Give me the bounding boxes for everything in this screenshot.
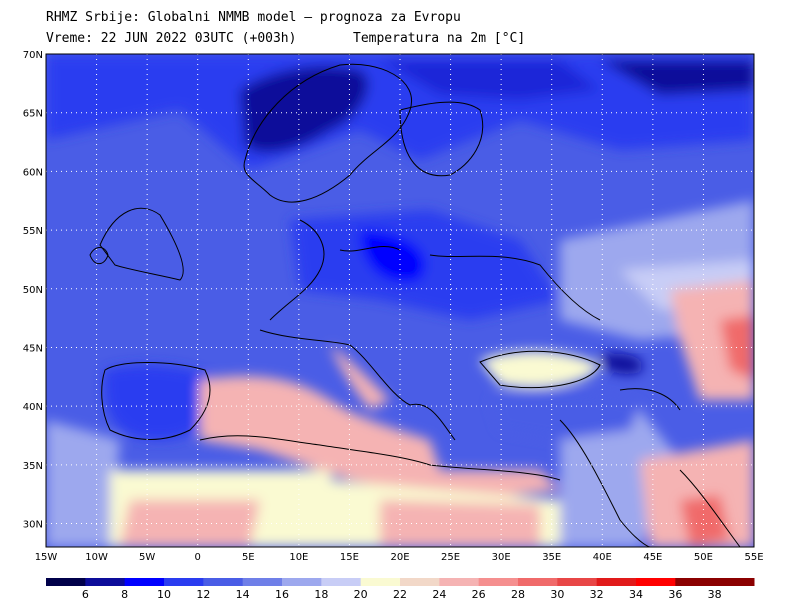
longitude-tick-label: 10W xyxy=(85,552,108,563)
colorbar-swatch xyxy=(124,578,165,586)
colorbar-label: 26 xyxy=(472,588,486,600)
colorbar-label: 28 xyxy=(511,588,525,600)
colorbar-label: 36 xyxy=(668,588,682,600)
colorbar-label: 38 xyxy=(708,588,722,600)
longitude-tick-label: 5E xyxy=(242,552,255,563)
colorbar-swatch xyxy=(714,578,755,586)
colorbar-swatch xyxy=(439,578,480,586)
colorbar-label: 16 xyxy=(275,588,289,600)
colorbar-swatch xyxy=(675,578,716,586)
latitude-tick-label: 30N xyxy=(23,520,43,531)
colorbar-label: 30 xyxy=(550,588,564,600)
colorbar-label: 34 xyxy=(629,588,643,600)
longitude-tick-label: 30E xyxy=(492,552,511,563)
temperature-field xyxy=(46,54,754,547)
colorbar-label: 10 xyxy=(157,588,171,600)
longitude-tick-label: 15W xyxy=(35,552,58,563)
longitude-tick-label: 45E xyxy=(643,552,662,563)
colorbar-label: 12 xyxy=(196,588,210,600)
latitude-tick-label: 45N xyxy=(23,343,43,354)
colorbar-label: 20 xyxy=(354,588,368,600)
field-label: Temperatura na 2m [°C] xyxy=(353,31,526,46)
longitude-tick-label: 10E xyxy=(289,552,308,563)
latitude-tick-label: 35N xyxy=(23,461,43,472)
colorbar: 6 8 10 12 14 16 18 20 22 24 26 28 30 32 34 36 38 xyxy=(46,578,755,600)
latitude-tick-label: 40N xyxy=(23,402,43,413)
colorbar-swatch xyxy=(242,578,283,586)
latitude-tick-label: 65N xyxy=(23,109,43,120)
latitude-labels: 70N 65N 60N 55N 50N 45N 40N 35N 30N xyxy=(23,50,43,531)
latitude-tick-label: 60N xyxy=(23,167,43,178)
colorbar-label: 6 xyxy=(82,588,89,600)
colorbar-swatch xyxy=(636,578,676,586)
colorbar-swatch xyxy=(478,578,519,586)
colorbar-swatch xyxy=(85,578,126,586)
colorbar-swatch xyxy=(518,578,558,586)
latitude-tick-label: 50N xyxy=(23,285,43,296)
latitude-tick-label: 70N xyxy=(23,50,43,61)
latitude-tick-label: 55N xyxy=(23,226,43,237)
colorbar-label: 14 xyxy=(236,588,250,600)
longitude-tick-label: 20E xyxy=(390,552,409,563)
colorbar-label: 22 xyxy=(393,588,407,600)
longitude-tick-label: 40E xyxy=(593,552,612,563)
longitude-tick-label: 5W xyxy=(139,552,155,563)
longitude-tick-label: 15E xyxy=(340,552,359,563)
colorbar-label: 32 xyxy=(590,588,604,600)
colorbar-swatch xyxy=(360,578,401,586)
map-frame xyxy=(45,53,755,548)
forecast-time-label: Vreme: 22 JUN 2022 03UTC (+003h) xyxy=(46,31,297,46)
colorbar-swatch xyxy=(282,578,322,586)
colorbar-label: 8 xyxy=(121,588,128,600)
map-title: RHMZ Srbije: Globalni NMMB model — progn… xyxy=(46,10,461,25)
colorbar-label: 24 xyxy=(432,588,446,600)
colorbar-swatch xyxy=(557,578,598,586)
longitude-tick-label: 55E xyxy=(744,552,763,563)
longitude-tick-label: 25E xyxy=(441,552,460,563)
colorbar-swatch xyxy=(321,578,362,586)
colorbar-label: 18 xyxy=(314,588,328,600)
longitude-labels: 15W 10W 5W 0 5E 10E 15E 20E 25E 30E 35E 40E 45E 50E 55… xyxy=(35,552,764,563)
colorbar-swatch xyxy=(203,578,244,586)
coastlines xyxy=(89,63,741,547)
colorbar-swatch xyxy=(400,578,440,586)
colorbar-swatch xyxy=(46,578,86,586)
longitude-tick-label: 50E xyxy=(694,552,713,563)
longitude-tick-label: 0 xyxy=(195,552,201,563)
colorbar-swatch xyxy=(596,578,637,586)
longitude-tick-label: 35E xyxy=(542,552,561,563)
colorbar-swatch xyxy=(164,578,204,586)
lat-lon-grid xyxy=(46,54,754,547)
